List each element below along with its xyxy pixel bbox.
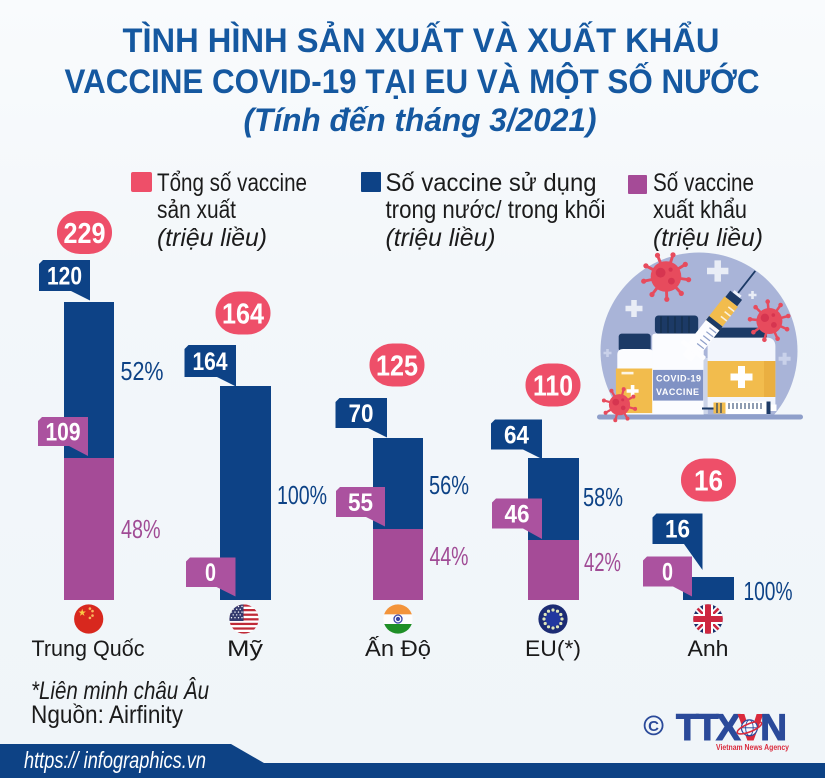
svg-text:trong nước/ trong khối: trong nước/ trong khối (386, 196, 606, 224)
svg-text:Số vaccine: Số vaccine (653, 169, 754, 197)
svg-text:VACCINE: VACCINE (656, 387, 700, 397)
svg-text:Anh: Anh (688, 636, 729, 661)
svg-text:xuất khẩu: xuất khẩu (653, 196, 747, 224)
svg-text:Tổng số vaccine: Tổng số vaccine (157, 169, 307, 197)
svg-text:*Liên minh châu Âu: *Liên minh châu Âu (31, 676, 209, 705)
svg-text:55: 55 (348, 489, 373, 517)
svg-text:16: 16 (665, 516, 690, 544)
svg-text:70: 70 (349, 400, 374, 428)
svg-text:42%: 42% (584, 547, 621, 577)
svg-text:52%: 52% (121, 356, 164, 386)
svg-text:Vietnam News Agency: Vietnam News Agency (716, 742, 789, 752)
svg-text:46: 46 (505, 501, 530, 529)
svg-text:COVID-19: COVID-19 (656, 374, 702, 384)
svg-text:110: 110 (533, 371, 573, 403)
svg-text:16: 16 (694, 466, 723, 498)
svg-text:TÌNH HÌNH SẢN XUẤT VÀ XUẤT KHẨ: TÌNH HÌNH SẢN XUẤT VÀ XUẤT KHẨU (123, 22, 720, 60)
svg-text:120: 120 (47, 263, 82, 291)
svg-text:(triệu liều): (triệu liều) (653, 224, 763, 252)
svg-text:229: 229 (64, 218, 106, 250)
svg-text:56%: 56% (429, 470, 469, 500)
svg-text:(Tính đến tháng 3/2021): (Tính đến tháng 3/2021) (244, 102, 597, 138)
svg-text:Ấn Độ: Ấn Độ (365, 636, 431, 661)
svg-text:Trung Quốc: Trung Quốc (32, 636, 145, 661)
svg-text:64: 64 (504, 422, 529, 450)
svg-text:100%: 100% (277, 480, 327, 510)
svg-text:(triệu liều): (triệu liều) (386, 224, 496, 252)
svg-text:EU(*): EU(*) (525, 636, 581, 661)
svg-text:164: 164 (193, 348, 228, 376)
svg-text:125: 125 (376, 351, 418, 383)
svg-text:(triệu liều): (triệu liều) (157, 224, 267, 252)
svg-text:109: 109 (46, 419, 81, 447)
svg-text:C: C (648, 718, 659, 735)
svg-text:Mỹ: Mỹ (227, 636, 263, 661)
svg-text:0: 0 (662, 559, 673, 587)
svg-text:VACCINE COVID-19 TẠI EU VÀ MỘT: VACCINE COVID-19 TẠI EU VÀ MỘT SỐ NƯỚC (65, 62, 760, 101)
svg-text:164: 164 (222, 299, 264, 331)
svg-text:58%: 58% (583, 482, 623, 512)
svg-text:Số vaccine sử dụng: Số vaccine sử dụng (386, 169, 597, 197)
svg-text:Nguồn: Airfinity: Nguồn: Airfinity (31, 701, 183, 729)
svg-text:https:// infographics.vn: https:// infographics.vn (24, 747, 206, 773)
svg-text:100%: 100% (744, 576, 793, 606)
svg-text:48%: 48% (121, 514, 161, 544)
svg-text:sản xuất: sản xuất (157, 196, 236, 224)
svg-text:44%: 44% (430, 541, 469, 571)
svg-text:0: 0 (205, 559, 216, 587)
